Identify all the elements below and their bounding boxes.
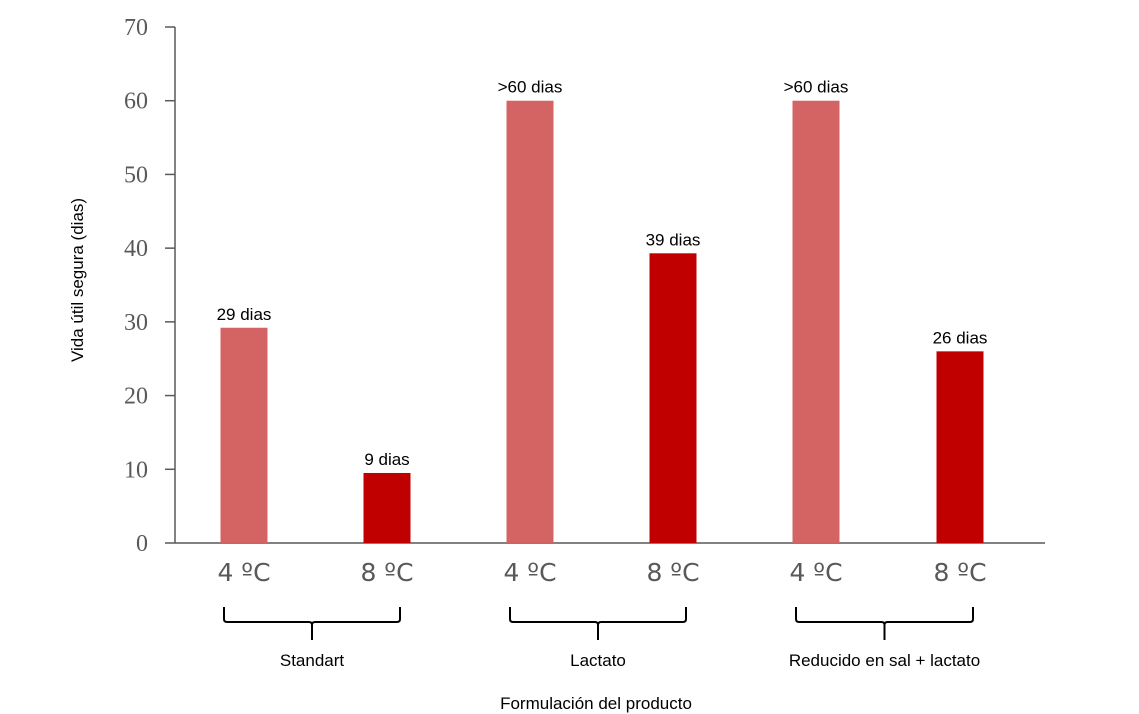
data-label: >60 dias (498, 78, 563, 97)
group-label: Reducido en sal + lactato (789, 651, 980, 670)
x-tick-label: 4 ºC (503, 558, 556, 587)
x-tick-label: 8 ºC (360, 558, 413, 587)
y-tick-label: 70 (124, 15, 148, 41)
group-brace (795, 607, 974, 640)
bar (363, 472, 411, 543)
y-tick-label: 30 (124, 310, 148, 336)
bar (936, 351, 984, 543)
bar (220, 327, 268, 543)
group-label: Standart (280, 651, 345, 670)
data-label: 9 dias (364, 450, 409, 469)
y-tick-label: 20 (124, 384, 148, 410)
group-brace (509, 607, 687, 640)
y-tick-label: 40 (124, 236, 148, 262)
x-tick-label: 8 ºC (933, 558, 986, 587)
x-tick-label: 4 ºC (789, 558, 842, 587)
bar (506, 100, 554, 543)
x-tick-label: 4 ºC (217, 558, 270, 587)
y-tick-label: 50 (124, 162, 148, 188)
data-label: 29 dias (217, 305, 272, 324)
group-brace (223, 607, 401, 640)
data-label: 26 dias (933, 328, 988, 347)
y-tick-label: 0 (136, 531, 148, 557)
data-label: >60 dias (784, 78, 849, 97)
y-axis-title: Vida útil segura (dias) (68, 198, 87, 362)
y-tick-label: 60 (124, 89, 148, 115)
y-tick-label: 10 (124, 457, 148, 483)
x-axis-title: Formulación del producto (500, 694, 692, 713)
group-label: Lactato (570, 651, 626, 670)
x-tick-label: 8 ºC (646, 558, 699, 587)
data-label: 39 dias (646, 230, 701, 249)
bar (792, 100, 840, 543)
bar (649, 253, 697, 543)
